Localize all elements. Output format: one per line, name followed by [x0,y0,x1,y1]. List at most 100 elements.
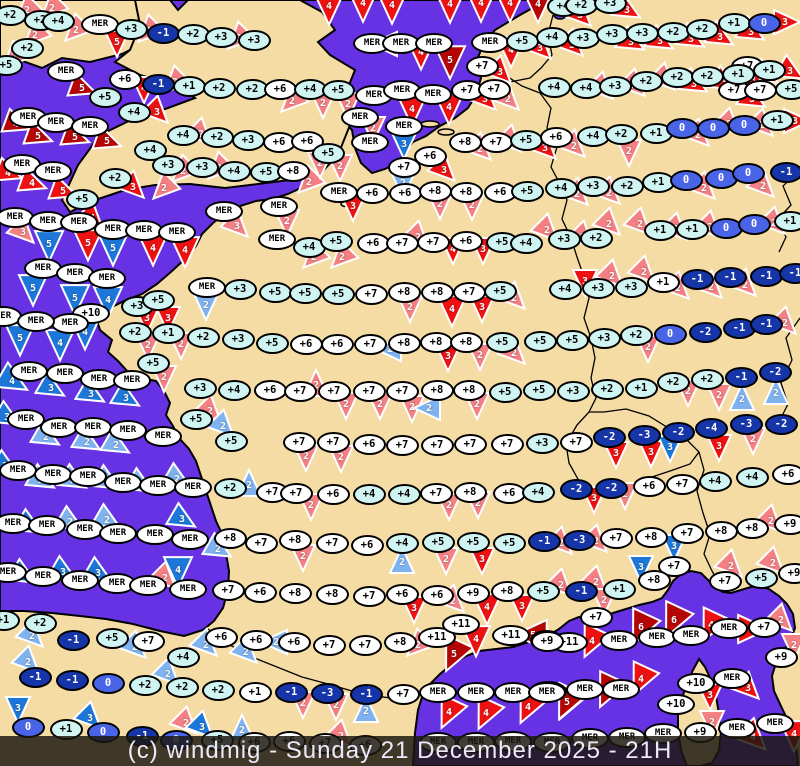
temperature-marker: +7 [657,555,691,577]
temperature-marker: -1 [769,161,800,183]
caption-text: (c) windmig - Sunday 21 December 2025 - … [127,737,673,764]
temperature-marker: -1 [18,666,52,688]
wind-speed-value: 3 [178,513,186,525]
temperature-marker: +7 [416,231,450,253]
temperature-marker: +8 [387,332,421,354]
sea-point-marker: MER [74,416,112,438]
wind-speed-value: 2 [684,385,692,397]
wind-speed-value: 2 [769,557,777,569]
sea-point-marker: MER [171,528,209,550]
wind-arrow-marker: 4 [307,0,351,28]
wind-speed-value: 3 [541,142,549,154]
temperature-marker: +5 [456,531,490,553]
wind-speed-value: 2 [337,451,345,463]
wind-speed-value: 2 [767,515,775,527]
temperature-marker: +4 [537,76,571,98]
wind-speed-value: 2 [319,97,327,109]
wind-arrow-shape [627,555,655,585]
temperature-marker: -3 [729,413,763,435]
temperature-marker: +4 [576,125,610,147]
temperature-marker: +4 [217,379,251,401]
sea-point-marker: MER [46,362,84,384]
wind-arrow-shape [162,556,194,590]
temperature-marker: +8 [634,526,668,548]
temperature-marker: +6 [771,463,800,485]
wind-arrow-shape [464,0,498,25]
wind-arrow-shape [665,599,696,640]
temperature-marker: +2 [23,612,57,634]
wind-arrow-marker: 3 [68,696,112,740]
temperature-marker: +7 [282,431,316,453]
sea-point-marker: MER [351,131,389,153]
sea-point-marker: MER [672,624,710,646]
temperature-marker: +6 [449,230,483,252]
wind-speed-value: 2 [644,341,652,353]
wind-speed-value: 2 [510,292,518,304]
temperature-marker: +5 [523,330,557,352]
temperature-marker: 0 [669,169,703,191]
temperature-marker: +4 [117,101,151,123]
temperature-marker: -1 [146,22,180,44]
wind-speed-value: 4 [477,0,485,9]
temperature-marker: +6 [204,626,238,648]
wind-speed-value: 3 [687,33,695,45]
wind-speed-value: 2 [573,188,581,200]
wind-arrow-shape [493,0,527,25]
temperature-marker: +4 [166,646,200,668]
temperature-marker: +7 [477,78,511,100]
wind-speed-value: 4 [507,44,515,56]
temperature-marker: -2 [592,426,626,448]
temperature-marker: +3 [231,129,265,151]
wind-speed-value: 6 [670,614,678,626]
temperature-marker: +6 [388,182,422,204]
wind-speed-value: 4 [359,0,367,9]
temperature-marker: -2 [594,477,628,499]
wind-arrow-shape [440,692,469,731]
wind-speed-value: 3 [518,600,526,612]
wind-speed-value: 2 [406,301,414,313]
temperature-marker: +7 [420,434,454,456]
temperature-marker: +1 [643,219,677,241]
wind-speed-value: 2 [510,347,518,359]
wind-speed-value: 5 [78,82,86,94]
sea-point-marker: MER [113,369,151,391]
wind-arrow-marker: 5 [432,632,476,676]
sea-point-marker: MER [710,617,748,639]
temperature-marker: +3 [547,228,581,250]
temperature-marker: +5 [258,281,292,303]
wind-speed-value: 4 [449,243,457,255]
temperature-marker: 0 [665,117,699,139]
wind-speed-value: 3 [444,350,452,362]
temperature-marker: +2 [213,477,247,499]
wind-speed-value: 5 [16,332,24,344]
temperature-marker: +8 [449,181,483,203]
wind-arrow-shape [138,93,170,125]
sea-point-marker: MER [471,31,509,53]
sea-point-marker: MER [104,471,142,493]
temperature-marker: 0 [709,217,743,239]
temperature-marker: +7 [387,156,421,178]
temperature-marker: +5 [321,283,355,305]
wind-speed-value: 5 [84,237,92,249]
wind-speed-value: 3 [715,440,723,452]
wind-speed-value: 3 [59,566,67,578]
temperature-marker: +1 [172,75,206,97]
sea-point-marker: MER [566,678,604,700]
temperature-marker: +6 [355,182,389,204]
wind-arrow-marker: 2 [146,652,190,696]
sea-point-marker: MER [414,83,452,105]
wind-speed-value: 5 [29,282,37,294]
sea-point-marker: MER [756,712,794,734]
temperature-marker: +6 [420,584,454,606]
wind-speed-value: 3 [747,26,755,38]
temperature-marker: +3 [625,22,659,44]
wind-arrow-shape [477,693,506,732]
temperature-marker: +7 [453,433,487,455]
wind-speed-value: 2 [336,160,344,172]
wind-arrow-marker: 3 [180,705,224,749]
temperature-marker: +7 [490,433,524,455]
wind-speed-value: 2 [179,165,187,177]
wind-arrow-shape [312,0,346,28]
wind-arrow-marker: 2 [94,423,138,467]
temperature-marker: +6 [320,333,354,355]
